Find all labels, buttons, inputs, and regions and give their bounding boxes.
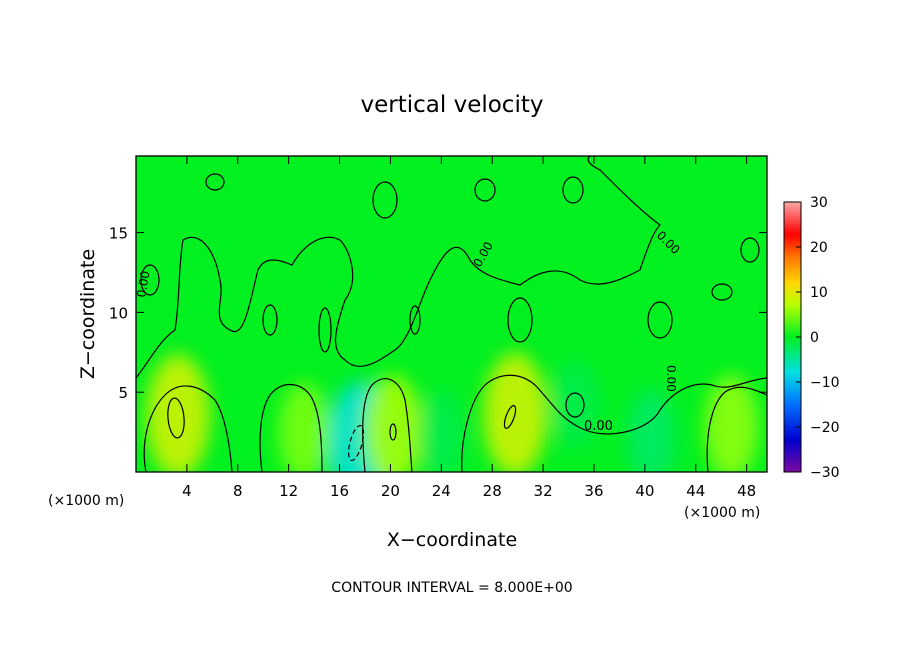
x-unit-label-right: (×1000 m) xyxy=(684,505,760,521)
zero-contour xyxy=(362,378,413,472)
contour-label: 0.00 xyxy=(664,365,678,392)
y-tick-label: 5 xyxy=(118,384,128,402)
colorbar-tick-label: −10 xyxy=(810,375,840,391)
x-tick-label: 12 xyxy=(279,482,298,500)
x-tick-label: 28 xyxy=(483,482,502,500)
colorbar-ticks: 30 20 10 0 −10 −20 −30 xyxy=(796,195,840,481)
y-tick-label: 10 xyxy=(109,304,128,322)
colorbar-tick-label: 10 xyxy=(810,285,828,301)
x-tick-label: 20 xyxy=(381,482,400,500)
zero-contour xyxy=(143,385,233,472)
contour-label: 0.00 xyxy=(584,419,613,434)
x-axis: 4 8 12 16 20 24 28 32 36 40 44 48 xyxy=(182,156,756,500)
colorbar-tick-label: −20 xyxy=(810,420,840,436)
x-tick-label: 44 xyxy=(686,482,705,500)
field-features xyxy=(145,352,759,472)
contour-interval-footer: CONTOUR INTERVAL = 8.000E+00 xyxy=(331,580,572,596)
updraft-region xyxy=(363,374,422,472)
zero-contour xyxy=(461,374,767,472)
zero-contour xyxy=(136,156,661,379)
x-tick-label: 4 xyxy=(182,482,192,500)
updraft-region xyxy=(703,374,759,472)
updraft-region xyxy=(145,354,210,472)
x-tick-label: 48 xyxy=(737,482,756,500)
downdraft-region xyxy=(626,389,676,472)
x-unit-label: (×1000 m) xyxy=(48,493,124,509)
updraft-region xyxy=(277,382,330,472)
chart-title: vertical velocity xyxy=(361,92,544,118)
x-tick-label: 16 xyxy=(330,482,349,500)
contour-label: 0.00 xyxy=(134,270,152,299)
y-tick-label: 15 xyxy=(109,225,128,243)
x-tick-label: 8 xyxy=(233,482,243,500)
colorbar-tick-label: −30 xyxy=(810,465,840,481)
contours xyxy=(136,156,767,472)
x-tick-label: 24 xyxy=(432,482,451,500)
x-axis-label: X−coordinate xyxy=(387,529,517,551)
x-tick-label: 32 xyxy=(534,482,553,500)
downdraft-region xyxy=(551,360,598,449)
plot-frame xyxy=(135,155,768,473)
y-axis-label: Z−coordinate xyxy=(77,249,99,379)
x-tick-label: 36 xyxy=(584,482,603,500)
downdraft-region xyxy=(418,391,465,472)
colorbar-tick-label: 30 xyxy=(810,195,828,211)
colorbar-tick-label: 20 xyxy=(810,240,828,256)
x-tick-label: 40 xyxy=(635,482,654,500)
y-axis: 5 10 15 xyxy=(109,225,767,402)
zero-contour xyxy=(259,383,323,472)
zero-contour xyxy=(706,386,767,472)
colorbar-tick-label: 0 xyxy=(810,330,819,346)
